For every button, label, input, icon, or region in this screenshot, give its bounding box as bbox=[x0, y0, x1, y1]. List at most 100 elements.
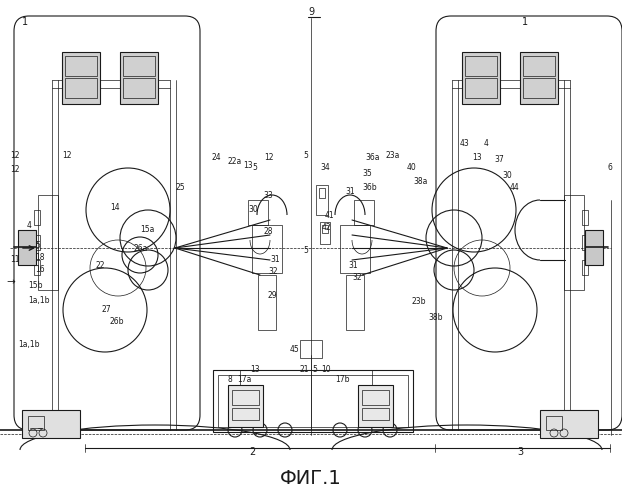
Text: 4: 4 bbox=[27, 221, 32, 230]
Bar bbox=[540, 410, 598, 438]
Text: 18: 18 bbox=[35, 253, 45, 262]
Bar bbox=[585, 230, 603, 265]
Text: 1a,1b: 1a,1b bbox=[18, 340, 40, 349]
Text: 21: 21 bbox=[300, 365, 310, 375]
Bar bbox=[362, 390, 389, 405]
Text: 5: 5 bbox=[312, 365, 317, 375]
Text: 31: 31 bbox=[348, 260, 358, 269]
Text: 12: 12 bbox=[264, 154, 274, 163]
Text: 34: 34 bbox=[320, 164, 330, 173]
Text: 32: 32 bbox=[268, 267, 277, 276]
Text: 40: 40 bbox=[407, 164, 417, 173]
Bar bbox=[465, 56, 497, 76]
Text: ФИГ.1: ФИГ.1 bbox=[280, 469, 342, 488]
Bar bbox=[354, 200, 374, 225]
Bar bbox=[358, 385, 393, 427]
Text: 3: 3 bbox=[517, 447, 523, 457]
Text: 17b: 17b bbox=[335, 376, 350, 385]
Bar bbox=[65, 78, 97, 98]
Bar bbox=[520, 52, 558, 104]
Text: 24: 24 bbox=[212, 154, 221, 163]
Text: 31: 31 bbox=[345, 188, 355, 197]
Text: 38a: 38a bbox=[413, 178, 427, 187]
Bar bbox=[123, 78, 155, 98]
Text: 32: 32 bbox=[352, 273, 361, 282]
Bar bbox=[523, 78, 555, 98]
Text: 28: 28 bbox=[264, 228, 274, 237]
Text: 36b: 36b bbox=[362, 184, 377, 193]
Bar bbox=[546, 416, 562, 430]
Text: 13: 13 bbox=[472, 154, 481, 163]
Bar bbox=[232, 390, 259, 405]
Bar bbox=[38, 195, 58, 290]
Bar bbox=[320, 222, 330, 244]
Text: 38b: 38b bbox=[428, 313, 442, 322]
Bar bbox=[582, 260, 588, 275]
Bar bbox=[65, 56, 97, 76]
Bar bbox=[465, 78, 497, 98]
Bar bbox=[564, 195, 584, 290]
Text: 44: 44 bbox=[510, 184, 520, 193]
Bar bbox=[218, 375, 408, 427]
Text: 26b: 26b bbox=[110, 317, 124, 326]
Text: 31: 31 bbox=[270, 255, 280, 264]
Text: 43: 43 bbox=[460, 140, 470, 149]
Text: 6: 6 bbox=[608, 164, 613, 173]
Text: 12: 12 bbox=[10, 166, 19, 175]
Text: 22: 22 bbox=[95, 261, 104, 270]
Text: 11: 11 bbox=[10, 255, 19, 264]
Text: 27: 27 bbox=[102, 305, 111, 314]
Text: 5: 5 bbox=[252, 164, 257, 173]
Bar bbox=[346, 275, 364, 330]
Bar bbox=[319, 188, 325, 198]
Text: 36a: 36a bbox=[365, 154, 379, 163]
Text: 16: 16 bbox=[35, 265, 45, 274]
Bar bbox=[62, 52, 100, 104]
Text: 5: 5 bbox=[35, 241, 40, 250]
Text: 5: 5 bbox=[303, 151, 308, 160]
Text: 13: 13 bbox=[250, 365, 259, 375]
Text: 26a: 26a bbox=[133, 244, 147, 252]
Text: 12: 12 bbox=[62, 151, 72, 160]
Text: →: → bbox=[6, 277, 15, 287]
Bar bbox=[18, 230, 36, 265]
Text: 17a: 17a bbox=[237, 376, 251, 385]
Bar bbox=[582, 235, 588, 250]
Bar bbox=[582, 210, 588, 225]
Text: 33: 33 bbox=[263, 191, 273, 200]
Bar bbox=[340, 225, 370, 273]
Text: 9: 9 bbox=[308, 7, 314, 17]
Text: 22a: 22a bbox=[228, 158, 242, 167]
Bar bbox=[28, 416, 44, 430]
Text: 10: 10 bbox=[321, 365, 331, 375]
Bar bbox=[123, 56, 155, 76]
Text: 37: 37 bbox=[494, 156, 504, 165]
Bar bbox=[228, 385, 263, 427]
Bar bbox=[252, 225, 282, 273]
Text: 12: 12 bbox=[10, 151, 19, 160]
Text: 23b: 23b bbox=[412, 297, 427, 306]
Text: 1: 1 bbox=[522, 17, 528, 27]
Text: 2: 2 bbox=[249, 447, 255, 457]
Text: 45: 45 bbox=[290, 345, 300, 354]
Text: 14: 14 bbox=[110, 204, 119, 213]
Text: 35: 35 bbox=[362, 170, 372, 179]
Bar bbox=[322, 225, 328, 233]
Text: 30: 30 bbox=[502, 171, 512, 180]
Text: 42: 42 bbox=[322, 224, 332, 233]
Bar bbox=[300, 340, 322, 358]
Bar bbox=[248, 200, 268, 225]
Bar bbox=[22, 410, 80, 438]
Text: 15b: 15b bbox=[28, 280, 42, 289]
Bar bbox=[120, 52, 158, 104]
Text: 41: 41 bbox=[325, 211, 335, 220]
Text: 1a,1b: 1a,1b bbox=[28, 295, 50, 304]
Text: 15a: 15a bbox=[140, 226, 154, 235]
Bar bbox=[213, 370, 413, 432]
Text: 1: 1 bbox=[22, 17, 28, 27]
Text: 13: 13 bbox=[243, 161, 253, 170]
Bar bbox=[462, 52, 500, 104]
Text: 29: 29 bbox=[268, 291, 277, 300]
Bar bbox=[232, 408, 259, 420]
Bar bbox=[34, 235, 40, 250]
